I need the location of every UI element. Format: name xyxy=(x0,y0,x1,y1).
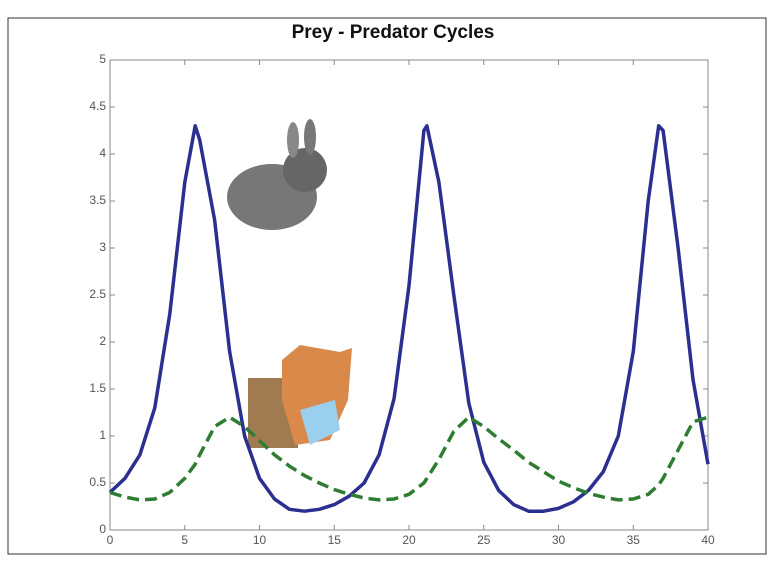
x-tick-label: 40 xyxy=(701,533,715,547)
x-tick-label: 10 xyxy=(253,533,267,547)
chart: Prey - Predator Cycles 0 0.5 1 1.5 2 2.5 3 3.5 4… xyxy=(0,0,775,561)
y-tick-label: 2 xyxy=(99,334,106,348)
x-tick-label: 15 xyxy=(328,533,342,547)
y-tick-label: 3.5 xyxy=(89,193,106,207)
x-tick-label: 5 xyxy=(181,533,188,547)
y-tick-label: 4.5 xyxy=(89,99,106,113)
y-tick-label: 1.5 xyxy=(89,381,106,395)
y-tick-label: 5 xyxy=(99,52,106,66)
y-tick-label: 2.5 xyxy=(89,287,106,301)
x-tick-label: 35 xyxy=(627,533,641,547)
chart-title: Prey - Predator Cycles xyxy=(292,22,495,43)
y-tick-label: 3 xyxy=(99,240,106,254)
y-tick-label: 1 xyxy=(99,428,106,442)
y-tick-label: 4 xyxy=(99,146,106,160)
x-tick-label: 30 xyxy=(552,533,566,547)
y-tick-label: 0 xyxy=(99,522,106,536)
x-tick-label: 0 xyxy=(107,533,114,547)
page: {"chart_data": { "type": "line", "title"… xyxy=(0,0,775,561)
x-tick-label: 25 xyxy=(477,533,491,547)
x-tick-label: 20 xyxy=(402,533,416,547)
y-tick-label: 0.5 xyxy=(89,475,106,489)
